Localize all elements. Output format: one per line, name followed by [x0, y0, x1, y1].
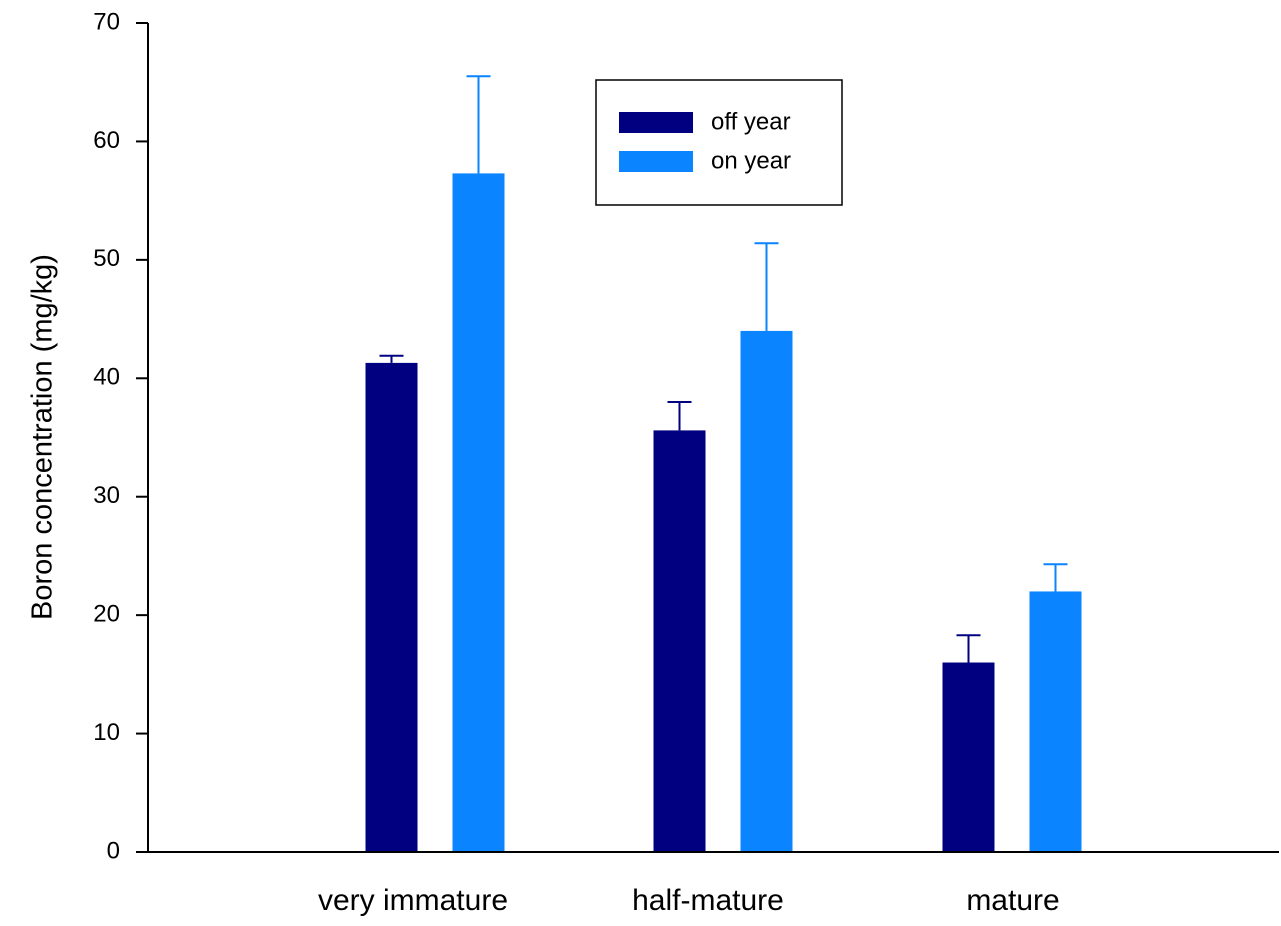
bar	[452, 173, 505, 852]
bar	[740, 330, 793, 852]
bar	[653, 430, 706, 852]
y-tick-label: 30	[93, 482, 120, 509]
bar-series	[365, 75, 1082, 852]
y-tick-label: 60	[93, 127, 120, 154]
bar	[365, 362, 418, 852]
y-tick-label: 10	[93, 719, 120, 746]
legend-swatch	[619, 151, 693, 172]
y-tick-label: 20	[93, 600, 120, 627]
y-axis-ticks: 0 10 20 30 40 50 60 70	[93, 8, 148, 864]
y-tick-label: 40	[93, 364, 120, 391]
bar	[1029, 591, 1082, 852]
bar	[942, 662, 995, 852]
legend-swatch	[619, 112, 693, 133]
x-axis-labels: very immature half-mature mature	[318, 884, 1060, 917]
legend-box	[595, 79, 843, 206]
y-tick-label: 0	[107, 837, 120, 864]
x-category-label: very immature	[318, 884, 508, 917]
legend: off year on year	[595, 79, 843, 206]
y-axis-title: Boron concentration (mg/kg)	[27, 254, 59, 620]
y-tick-label: 50	[93, 245, 120, 272]
y-tick-label: 70	[93, 8, 120, 35]
legend-label: on year	[711, 147, 791, 174]
legend-label: off year	[711, 108, 791, 135]
x-category-label: half-mature	[632, 884, 784, 917]
x-category-label: mature	[966, 884, 1059, 917]
